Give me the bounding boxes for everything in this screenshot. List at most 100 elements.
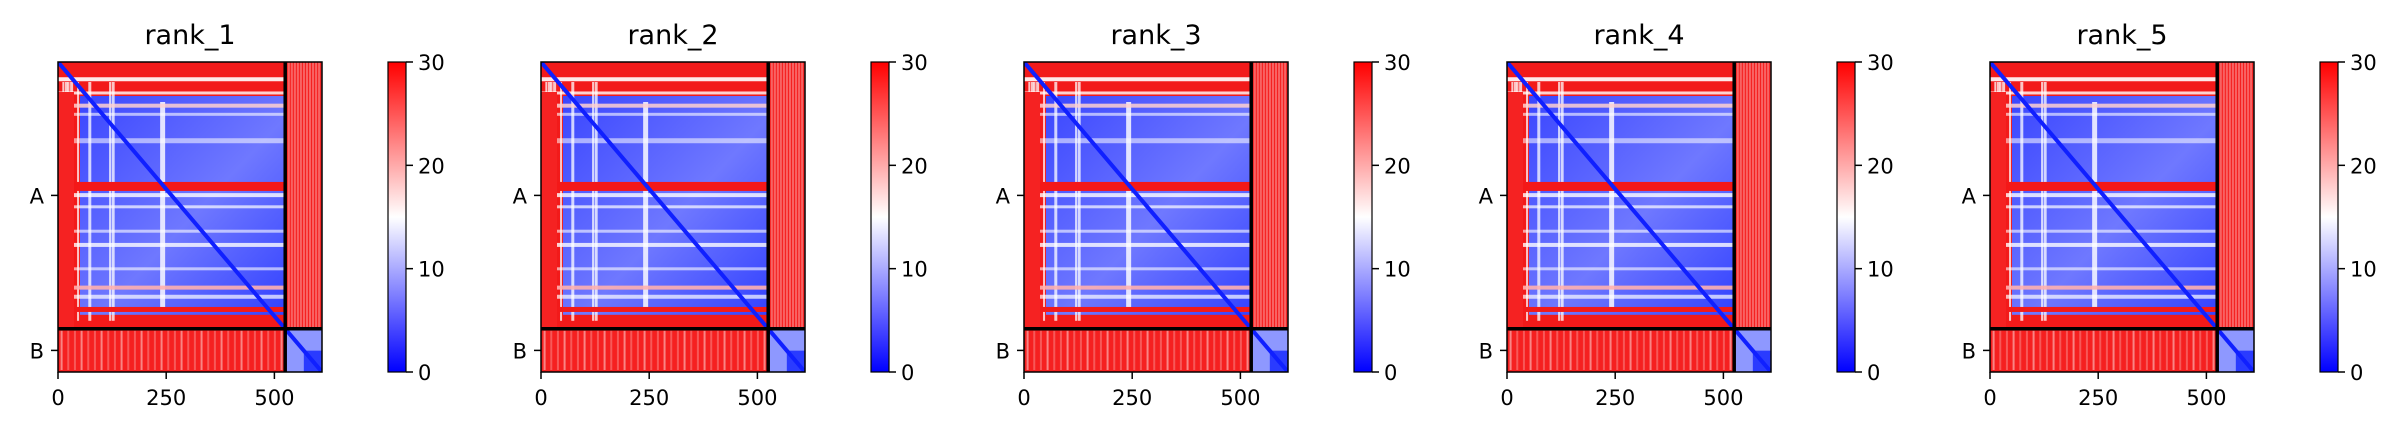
band [1990, 91, 2218, 95]
texture [1709, 330, 1712, 370]
inter-chain-ba [541, 328, 769, 372]
texture [756, 330, 759, 370]
heatmap [1507, 62, 1771, 372]
texture [1039, 330, 1042, 370]
texture [127, 330, 130, 370]
stripe [1537, 82, 1541, 321]
x-tick-label: 0 [534, 386, 547, 410]
texture [1173, 330, 1176, 370]
inter-chain-ab [1251, 62, 1288, 329]
texture [120, 330, 123, 370]
band [541, 306, 769, 312]
texture [2039, 330, 2042, 370]
texture [1193, 330, 1196, 370]
texture [1739, 62, 1742, 329]
texture [140, 330, 143, 370]
colorbar: 0 10 20 30 [387, 51, 445, 385]
texture [213, 330, 216, 370]
texture [318, 62, 321, 329]
texture [1636, 330, 1639, 370]
texture [596, 330, 599, 370]
texture [2092, 330, 2095, 370]
texture [1748, 62, 1751, 329]
texture [1099, 330, 1102, 370]
band [1024, 138, 1252, 144]
stripe [109, 82, 112, 321]
y-tick-label: B [513, 339, 527, 363]
texture [1542, 330, 1545, 370]
stripe [1558, 82, 1561, 321]
band [1024, 103, 1252, 108]
texture [273, 330, 276, 370]
colorbar-tick-label: 0 [901, 361, 914, 385]
texture [80, 330, 83, 370]
texture [801, 62, 804, 329]
y-tick-label: B [996, 339, 1010, 363]
texture [730, 330, 733, 370]
band [1990, 285, 2218, 290]
edge-region [58, 92, 74, 329]
stripe [571, 82, 575, 321]
texture [299, 62, 302, 329]
texture [2059, 330, 2062, 370]
band [541, 112, 769, 116]
stripe [2020, 82, 2024, 321]
colorbar-tick-label: 30 [1867, 51, 1894, 75]
colorbar: 0 10 20 30 [2319, 51, 2377, 385]
texture [1153, 330, 1156, 370]
colorbar-tick-label: 20 [1867, 154, 1894, 178]
texture [556, 330, 559, 370]
y-tick-label: B [1479, 339, 1493, 363]
y-tick-label: A [1479, 184, 1494, 208]
colorbar-scale [2319, 61, 2339, 373]
texture [1629, 330, 1632, 370]
texture [1268, 62, 1271, 329]
texture [1682, 330, 1685, 370]
texture [1275, 62, 1278, 329]
texture [770, 62, 773, 329]
texture [1253, 62, 1256, 329]
texture [616, 330, 619, 370]
band [541, 267, 769, 271]
colorbar-scale [1353, 61, 1373, 373]
texture [305, 62, 308, 329]
panel-title: rank_1 [144, 20, 235, 51]
band [58, 285, 286, 290]
texture [2212, 330, 2215, 370]
texture [267, 330, 270, 370]
x-tick-label: 500 [1703, 386, 1743, 410]
texture [710, 330, 713, 370]
texture [773, 62, 776, 329]
band [541, 294, 769, 299]
x-tick-label: 500 [2186, 386, 2226, 410]
colorbar-tick-label: 0 [418, 361, 431, 385]
x-tick-label: 0 [1500, 386, 1513, 410]
band [1024, 181, 1252, 191]
texture [1026, 330, 1029, 370]
colorbar-tick-label: 0 [1867, 361, 1880, 385]
texture [309, 62, 312, 329]
x-tick-label: 500 [1220, 386, 1260, 410]
colorbar-scale [387, 61, 407, 373]
band [1990, 181, 2218, 191]
texture [1146, 330, 1149, 370]
texture [1669, 330, 1672, 370]
texture [1119, 330, 1122, 370]
texture [1716, 330, 1719, 370]
texture [785, 62, 788, 329]
y-tick-label: A [1962, 184, 1977, 208]
band [1507, 285, 1735, 290]
texture [2199, 330, 2202, 370]
texture [2145, 330, 2148, 370]
band [1507, 242, 1735, 247]
diagonal [1024, 62, 1288, 372]
inter-chain-ba [58, 328, 286, 372]
texture [240, 330, 243, 370]
band [1990, 138, 2218, 144]
texture [2005, 330, 2008, 370]
band [1507, 103, 1735, 108]
inter-chain-ab [1734, 62, 1771, 329]
band [1990, 112, 2218, 116]
